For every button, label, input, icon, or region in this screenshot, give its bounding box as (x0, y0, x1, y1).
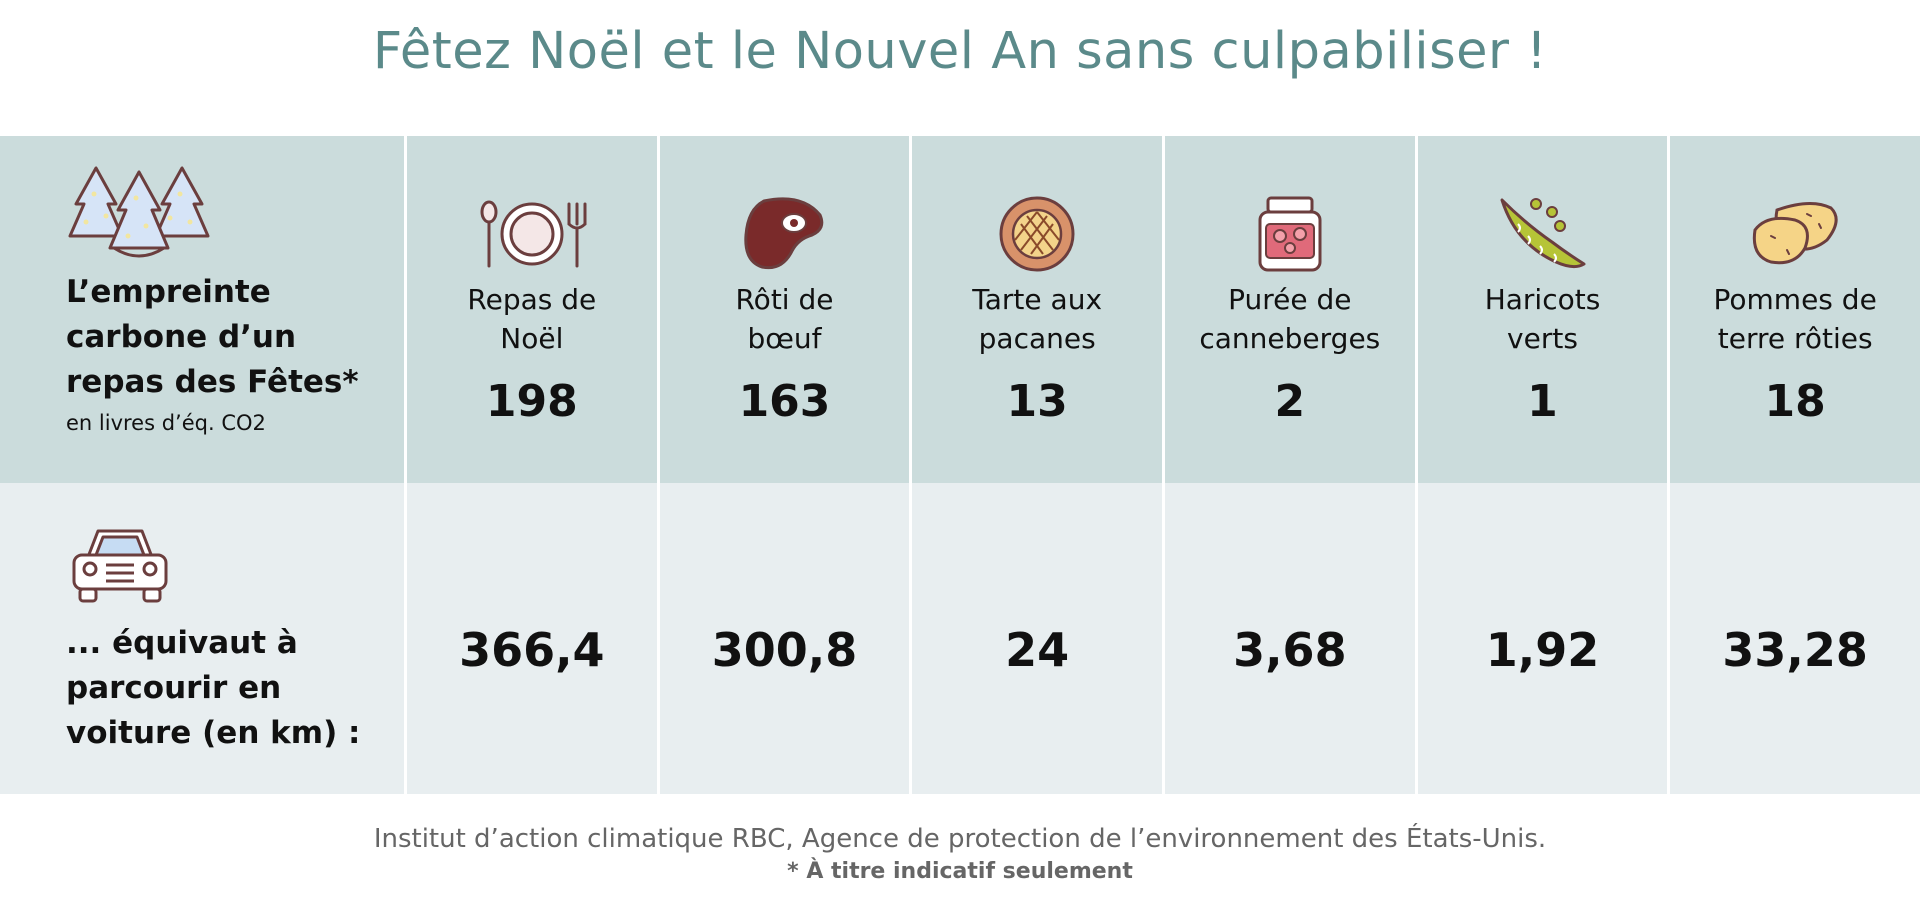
christmas-trees-icon (66, 164, 212, 264)
item-co2-value: 18 (1670, 376, 1920, 427)
item-name: Rôti de bœuf (660, 280, 910, 358)
steak-icon (742, 195, 826, 273)
item-co2-value: 1 (1418, 376, 1668, 427)
item-cell-tarte-pacanes: Tarte aux pacanes 13 (912, 136, 1162, 483)
item-name: Repas de Noël (407, 280, 657, 358)
carbon-table: L’empreinte carbone d’un repas des Fêtes… (0, 136, 1920, 794)
item-km-value: 366,4 (407, 483, 657, 794)
km-cell-roti-boeuf: 300,8 (660, 483, 910, 794)
item-co2-value: 2 (1165, 376, 1415, 427)
item-cell-puree-canneberges: Purée de canneberges 2 (1165, 136, 1415, 483)
jam-jar-icon (1254, 194, 1326, 274)
km-cell-tarte-pacanes: 24 (912, 483, 1162, 794)
pea-pod-icon (1496, 194, 1588, 274)
km-cell-repas-noel: 366,4 (407, 483, 657, 794)
item-km-value: 300,8 (660, 483, 910, 794)
item-km-value: 1,92 (1418, 483, 1668, 794)
item-co2-value: 163 (660, 376, 910, 427)
km-cell-haricots-verts: 1,92 (1418, 483, 1668, 794)
page-title: Fêtez Noël et le Nouvel An sans culpabil… (0, 22, 1920, 81)
co2-unit-label: en livres d’éq. CO2 (66, 411, 359, 435)
potato-icon (1747, 194, 1843, 274)
item-km-value: 33,28 (1670, 483, 1920, 794)
item-km-value: 24 (912, 483, 1162, 794)
car-icon (70, 525, 170, 607)
km-cell-puree-canneberges: 3,68 (1165, 483, 1415, 794)
item-cell-roti-boeuf: Rôti de bœuf 163 (660, 136, 910, 483)
pie-icon (997, 194, 1077, 274)
item-name: Purée de canneberges (1165, 280, 1415, 358)
co2-row-heading: L’empreinte carbone d’un repas des Fêtes… (66, 270, 359, 405)
item-cell-pommes-terre: Pommes de terre rôties 18 (1670, 136, 1920, 483)
km-cell-pommes-terre: 33,28 (1670, 483, 1920, 794)
item-name: Tarte aux pacanes (912, 280, 1162, 358)
item-co2-value: 198 (407, 376, 657, 427)
source-credit: Institut d’action climatique RBC, Agence… (0, 824, 1920, 854)
item-km-value: 3,68 (1165, 483, 1415, 794)
item-cell-repas-noel: Repas de Noël 198 (407, 136, 657, 483)
km-row-heading: ... équivaut à parcourir en voiture (en … (66, 621, 360, 756)
km-row-label-cell: ... équivaut à parcourir en voiture (en … (0, 483, 404, 794)
co2-row-label-cell: L’empreinte carbone d’un repas des Fêtes… (0, 136, 404, 483)
item-name: Pommes de terre rôties (1670, 280, 1920, 358)
plate-cutlery-icon (477, 194, 587, 274)
item-cell-haricots-verts: Haricots verts 1 (1418, 136, 1668, 483)
item-name: Haricots verts (1418, 280, 1668, 358)
item-co2-value: 13 (912, 376, 1162, 427)
footnote: * À titre indicatif seulement (0, 859, 1920, 884)
